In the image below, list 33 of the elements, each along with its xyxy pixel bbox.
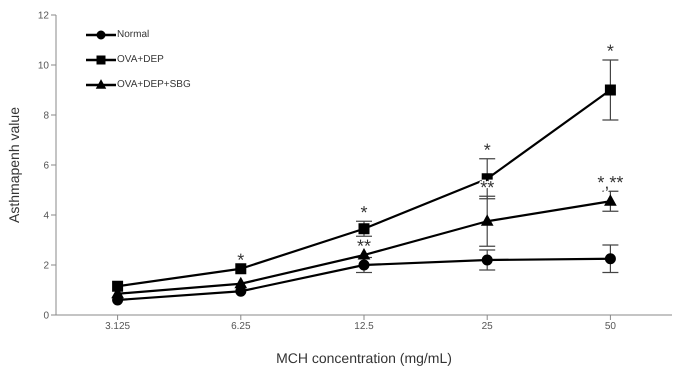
x-tick-label: 6.25 bbox=[231, 321, 251, 332]
point bbox=[358, 248, 370, 260]
y-tick-label: 12 bbox=[38, 10, 50, 22]
annotation: * bbox=[237, 250, 244, 270]
y-tick-label: 4 bbox=[43, 210, 50, 222]
y-tick-label: 6 bbox=[43, 160, 50, 172]
point bbox=[604, 84, 616, 96]
annotation: * bbox=[606, 41, 614, 61]
x-tick-label: 25 bbox=[482, 321, 494, 332]
x-tick-label: 3.125 bbox=[105, 321, 131, 332]
y-axis-title: Asthmapenh value bbox=[6, 106, 22, 223]
point bbox=[358, 223, 370, 234]
legend-label: OVA+DEP bbox=[117, 54, 164, 65]
annotation: * bbox=[360, 202, 368, 222]
point bbox=[481, 214, 494, 226]
point bbox=[358, 260, 370, 270]
annotation: ** bbox=[356, 236, 372, 256]
x-axis-title: MCH concentration (mg/mL) bbox=[276, 350, 452, 366]
point bbox=[235, 263, 246, 274]
legend-label: OVA+DEP+SBG bbox=[117, 79, 191, 90]
point bbox=[482, 254, 493, 266]
annotation: *,** bbox=[597, 172, 624, 192]
point bbox=[604, 194, 616, 206]
y-tick-label: 2 bbox=[43, 260, 50, 272]
x-tick-label: 12.5 bbox=[354, 321, 374, 332]
annotation: * bbox=[484, 140, 491, 160]
y-tick-label: 10 bbox=[38, 60, 50, 72]
x-tick-label: 50 bbox=[604, 321, 616, 332]
legend-label: Normal bbox=[117, 29, 150, 40]
point bbox=[604, 253, 616, 264]
y-tick-label: 0 bbox=[43, 310, 50, 322]
y-tick-label: 8 bbox=[43, 110, 50, 122]
point bbox=[234, 277, 247, 288]
